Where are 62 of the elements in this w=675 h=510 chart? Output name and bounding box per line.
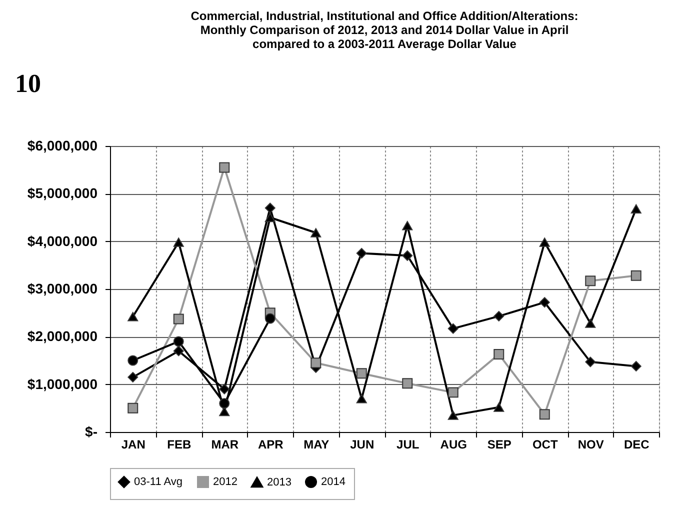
x-tick-label: OCT: [532, 438, 558, 452]
point: [264, 212, 276, 222]
point: [494, 310, 504, 322]
point: [264, 202, 276, 214]
legend-label: 2014: [321, 476, 346, 488]
point: [402, 378, 413, 389]
point: [585, 318, 596, 328]
point: [173, 314, 184, 324]
y-tick-label: $6,000,000: [27, 138, 98, 154]
point: [448, 387, 458, 398]
x-tick-label: JUN: [350, 438, 374, 452]
x-tick-label: JUL: [396, 438, 420, 452]
x-tick-label: FEB: [167, 438, 192, 452]
point: [173, 346, 184, 356]
x-tick-label: MAR: [211, 438, 239, 452]
point: [173, 238, 184, 247]
y-tick-label: $2,000,000: [27, 328, 98, 344]
point: [448, 410, 458, 420]
point: [585, 356, 596, 368]
point: [539, 409, 550, 420]
point: [356, 248, 367, 258]
legend-label: 03-11 Avg: [134, 476, 183, 488]
point: [128, 402, 138, 414]
point: [128, 355, 138, 366]
point: [173, 336, 184, 347]
x-tick-label: JAN: [121, 438, 146, 452]
legend-label: 2012: [213, 476, 238, 488]
point: [356, 394, 367, 404]
point: [310, 228, 322, 238]
y-tick-label: $4,000,000: [27, 232, 98, 249]
point: [219, 384, 230, 394]
point: [539, 238, 550, 247]
point: [402, 220, 413, 230]
point: [402, 250, 413, 261]
text: 10: [15, 69, 41, 98]
y-tick-label: $3,000,000: [27, 280, 98, 296]
point: [630, 360, 642, 372]
point: [264, 313, 276, 324]
point: [310, 358, 322, 368]
point: [219, 398, 230, 409]
x-tick-label: NOV: [578, 438, 604, 452]
point: [585, 276, 596, 286]
point: [356, 368, 367, 379]
x-tick-label: AUG: [440, 438, 467, 452]
point: [494, 402, 504, 412]
legend-label: 2013: [267, 476, 292, 488]
y-tick-label: $-: [85, 424, 98, 440]
point: [128, 312, 138, 322]
y-tick-label: $5,000,000: [27, 185, 98, 202]
x-tick-label: SEP: [487, 438, 512, 452]
point: [448, 323, 458, 334]
point: [219, 162, 230, 173]
point: [539, 297, 550, 308]
point: [630, 204, 642, 214]
x-tick-label: DEC: [624, 438, 650, 452]
y-tick-label: $1,000,000: [27, 376, 98, 392]
chart-title: Commercial, Industrial, Institutional and Office Addition/Alterations: Monthly Comparison of 2012, 2013 and 2014 Dollar Value in April compared to a 2003-2011 Average Dollar Value: [190, 9, 578, 51]
x-tick-label: MAY: [304, 438, 330, 452]
point: [494, 349, 504, 360]
point: [128, 372, 138, 382]
point: [630, 270, 642, 281]
x-tick-label: APR: [258, 438, 284, 452]
